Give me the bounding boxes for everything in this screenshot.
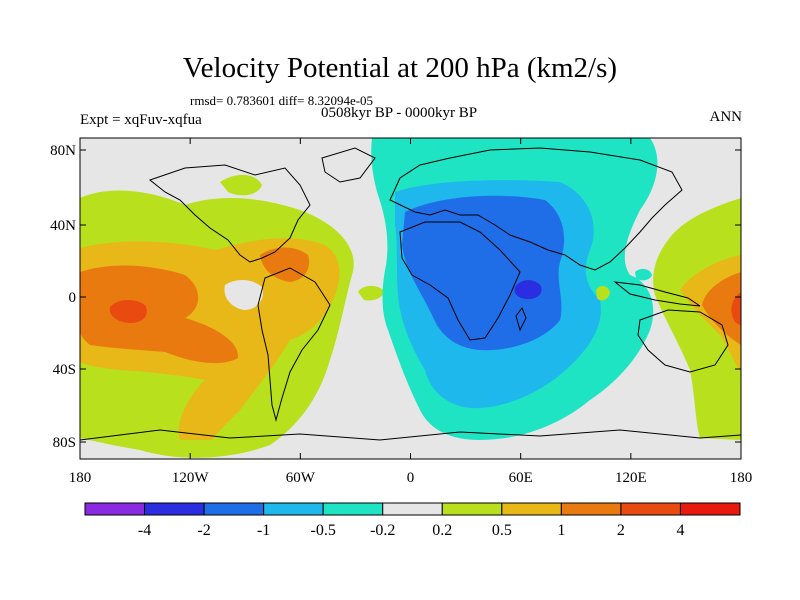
deep-blue-core (514, 280, 542, 300)
x-tick-label: 180 (730, 470, 753, 486)
colorbar-swatch (620, 502, 681, 516)
coastlines (80, 147, 741, 441)
x-axis-ticks: 180 120W 60W 0 60E 120E 180 (69, 138, 753, 486)
colorbar-label: 0.2 (432, 522, 452, 539)
y-tick-label: 80N (50, 143, 76, 159)
colorbar-swatch (560, 502, 622, 516)
y-axis-ticks: 80N 40N 0 40S 80S (50, 143, 741, 451)
y-tick-label: 40S (53, 362, 76, 378)
redorange-core-west (109, 299, 147, 323)
colorbar-swatch (501, 502, 562, 516)
y-tick-label: 40N (50, 218, 76, 234)
coast-south-america (257, 267, 331, 422)
stats-line: rmsd= 0.783601 diff= 8.32094e-05 (190, 93, 374, 108)
orange-region-east (702, 272, 741, 345)
teal-spot-east (635, 268, 652, 281)
experiment-label: Expt = xqFuv-xqfua (80, 112, 202, 128)
lime-region-east (653, 198, 741, 440)
orange-caribbean (260, 247, 310, 282)
y-tick-label: 0 (69, 290, 77, 306)
colorbar-label: -1 (257, 522, 270, 539)
x-tick-label: 120E (615, 470, 647, 486)
x-tick-label: 180 (69, 470, 92, 486)
colorbar-swatch (203, 502, 265, 516)
coast-indonesia (613, 281, 701, 307)
colorbar-label: 0.5 (492, 522, 512, 539)
colorbar-swatch (144, 502, 205, 516)
x-tick-label: 0 (407, 470, 415, 486)
season-label: ANN (709, 109, 743, 125)
neutral-hole-west (224, 279, 264, 310)
colorbar-label: -4 (138, 522, 151, 539)
lime-tropical-atlantic (358, 285, 384, 301)
y-tick-label: 80S (53, 435, 76, 451)
coast-greenland (321, 147, 376, 183)
orange-region-west (80, 265, 239, 364)
coast-madagascar (515, 306, 527, 332)
map-title: Velocity Potential at 200 hPa (km2/s) (182, 52, 618, 84)
colorbar: -4 -2 -1 -0.5 -0.2 0.2 0.5 1 2 4 (84, 502, 741, 539)
coast-africa (399, 221, 521, 341)
period-label: 0508kyr BP - 0000kyr BP (321, 105, 478, 121)
x-tick-label: 60W (286, 470, 316, 486)
coast-north-america (148, 164, 311, 263)
contour-field (80, 138, 741, 459)
colorbar-label: 2 (617, 522, 625, 539)
lime-spot-indian (596, 286, 610, 301)
coast-antarctica (80, 429, 741, 441)
colorbar-label: -0.5 (311, 522, 336, 539)
colorbar-label: -0.2 (370, 522, 395, 539)
colorbar-swatch (679, 502, 741, 516)
x-tick-label: 120W (172, 470, 210, 486)
colorbar-swatch (382, 502, 443, 516)
colorbar-swatch (84, 502, 146, 516)
colorbar-label: 4 (676, 522, 684, 539)
colorbar-swatch (441, 502, 503, 516)
colorbar-swatch (322, 502, 384, 516)
redorange-region-east (731, 292, 741, 326)
coast-australia (637, 309, 729, 373)
colorbar-label: 1 (557, 522, 565, 539)
x-tick-label: 60E (509, 470, 533, 486)
lime-region-nw (220, 174, 262, 196)
colorbar-label: -2 (197, 522, 210, 539)
colorbar-swatch (263, 502, 324, 516)
coast-eurasia (389, 147, 683, 271)
